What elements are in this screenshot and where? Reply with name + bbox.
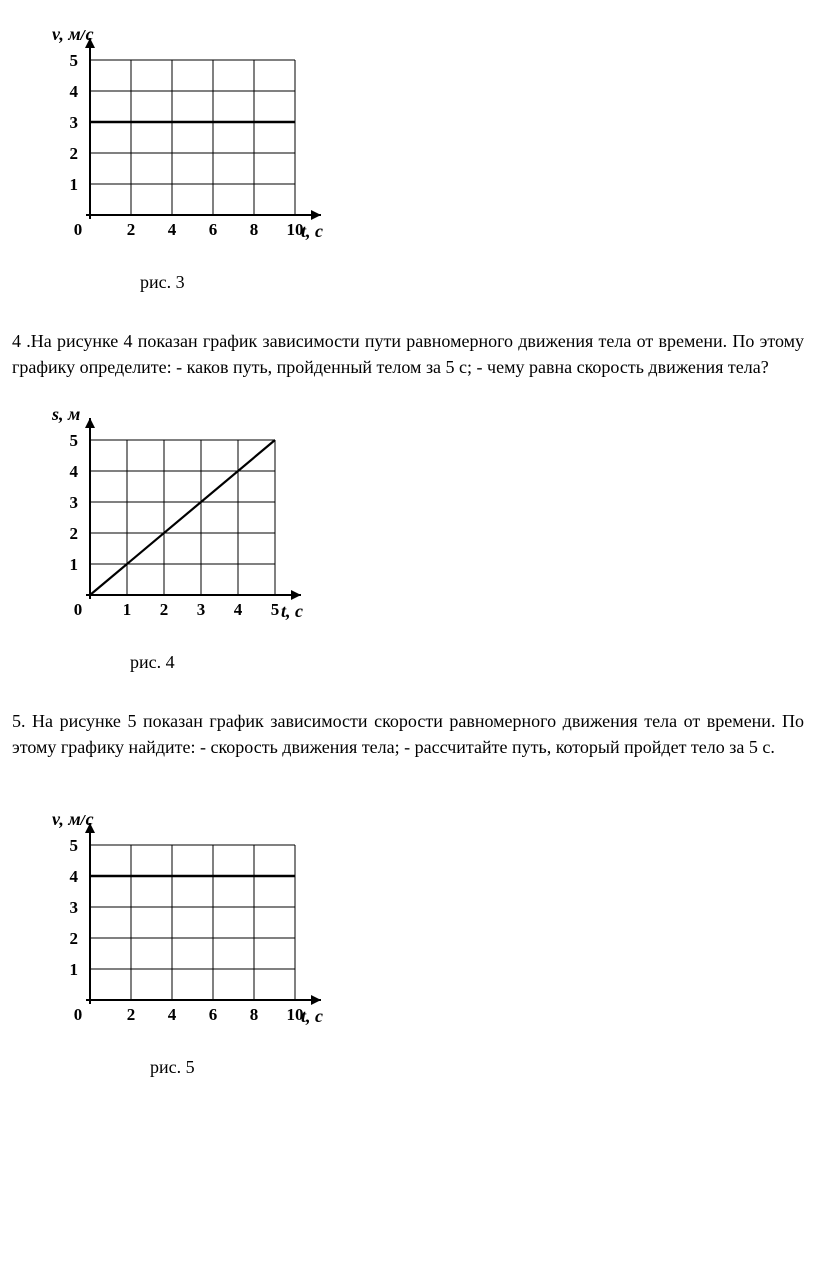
figure-3-caption: рис. 3: [30, 272, 804, 293]
svg-text:3: 3: [197, 600, 206, 619]
svg-text:0: 0: [74, 220, 83, 239]
problem-5-text: 5. На рисунке 5 показан график зависимос…: [12, 708, 804, 760]
chart-3-svg: 246810123450v, м/сt, с: [30, 30, 350, 260]
figure-5-caption: рис. 5: [30, 1057, 804, 1078]
svg-text:1: 1: [70, 960, 79, 979]
svg-text:5: 5: [271, 600, 280, 619]
svg-text:2: 2: [70, 524, 79, 543]
caption-text: рис. 4: [130, 652, 175, 673]
svg-text:4: 4: [168, 1005, 177, 1024]
svg-text:2: 2: [127, 1005, 136, 1024]
svg-text:3: 3: [70, 898, 79, 917]
svg-text:5: 5: [70, 836, 79, 855]
svg-text:t, с: t, с: [301, 221, 323, 241]
svg-text:0: 0: [74, 600, 83, 619]
svg-text:5: 5: [70, 51, 79, 70]
svg-text:3: 3: [70, 113, 79, 132]
svg-text:t, с: t, с: [281, 601, 303, 621]
svg-text:4: 4: [70, 82, 79, 101]
problem-4-text: 4 .На рисунке 4 показан график зависимос…: [12, 328, 804, 380]
figure-4: 1 2 3 4 5 1 2 3 4 5 0 s, м t, с рис. 4: [30, 410, 804, 673]
svg-text:t, с: t, с: [301, 1006, 323, 1026]
svg-text:1: 1: [123, 600, 132, 619]
svg-text:v, м/с: v, м/с: [52, 815, 94, 829]
svg-text:2: 2: [70, 929, 79, 948]
caption-text: рис. 5: [150, 1057, 195, 1078]
svg-text:4: 4: [234, 600, 243, 619]
svg-text:6: 6: [209, 220, 218, 239]
svg-text:2: 2: [160, 600, 169, 619]
svg-text:5: 5: [70, 431, 79, 450]
chart-5-svg: 246810123450v, м/сt, с: [30, 815, 350, 1045]
svg-text:4: 4: [168, 220, 177, 239]
svg-text:2: 2: [127, 220, 136, 239]
figure-3: 246810123450v, м/сt, с рис. 3: [30, 30, 804, 293]
svg-text:8: 8: [250, 220, 259, 239]
svg-text:1: 1: [70, 555, 79, 574]
svg-text:0: 0: [74, 1005, 83, 1024]
figure-4-caption: рис. 4: [30, 652, 804, 673]
svg-text:s, м: s, м: [51, 410, 80, 424]
svg-text:v, м/с: v, м/с: [52, 30, 94, 44]
svg-text:4: 4: [70, 462, 79, 481]
caption-text: рис. 3: [140, 272, 185, 293]
figure-5: 246810123450v, м/сt, с рис. 5: [30, 815, 804, 1078]
svg-text:3: 3: [70, 493, 79, 512]
svg-text:8: 8: [250, 1005, 259, 1024]
svg-text:1: 1: [70, 175, 79, 194]
svg-text:2: 2: [70, 144, 79, 163]
svg-text:6: 6: [209, 1005, 218, 1024]
chart-4-svg: 1 2 3 4 5 1 2 3 4 5 0 s, м t, с: [30, 410, 330, 640]
svg-text:4: 4: [70, 867, 79, 886]
